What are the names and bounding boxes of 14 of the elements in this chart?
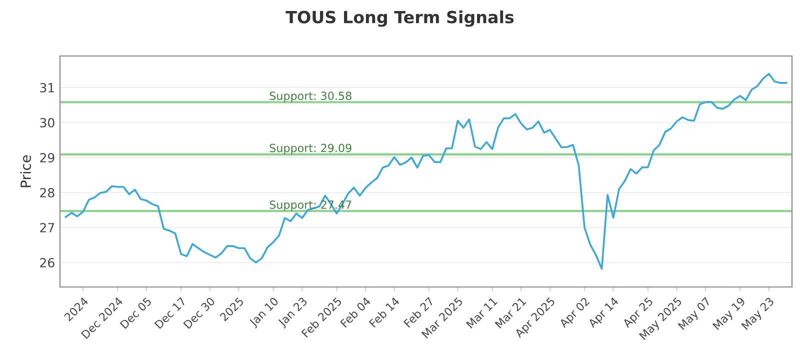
y-tick-label: 26 (40, 258, 54, 268)
x-tick-label: Jan 23 (277, 296, 309, 329)
y-tick-label: 31 (40, 82, 54, 92)
x-tick-label: Dec 30 (183, 296, 216, 330)
y-tick-label: 27 (40, 222, 54, 232)
y-tick-label: 28 (40, 188, 54, 198)
ref-line-label: Support: 29.09 (270, 144, 352, 154)
y-axis-title: Price (20, 155, 31, 188)
line-series (64, 72, 788, 270)
ref-line-label: Support: 30.58 (270, 92, 352, 102)
chart-title: TOUS Long Term Signals (286, 10, 514, 27)
y-tick-label: 30 (40, 118, 54, 128)
x-tick-label: Feb 14 (368, 296, 400, 328)
y-tick-label: 29 (40, 152, 54, 162)
